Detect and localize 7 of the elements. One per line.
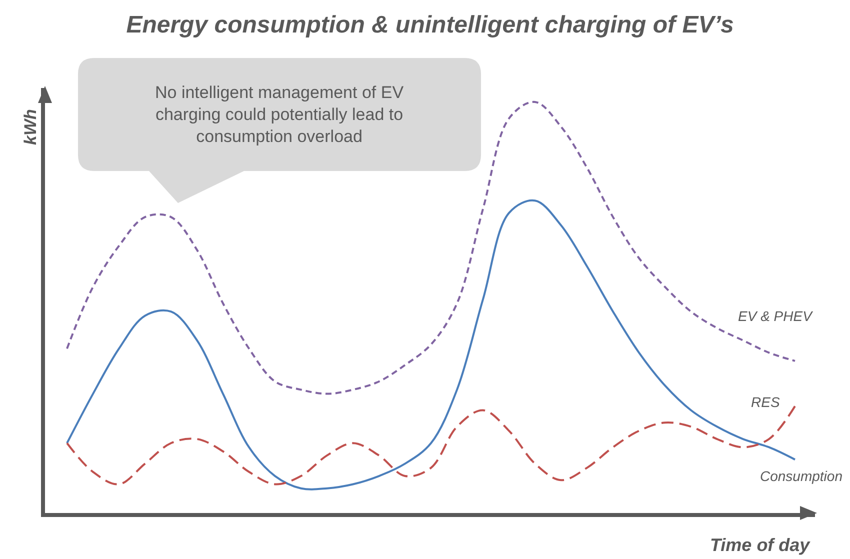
series-label: EV & PHEV — [738, 308, 814, 324]
x-axis-title: Time of day — [710, 535, 811, 555]
series-label: RES — [751, 394, 780, 410]
series-label: Consumption — [760, 468, 843, 484]
chart-title: Energy consumption & unintelligent charging of EV’s — [126, 11, 734, 38]
y-axis-title: kWh — [21, 109, 40, 145]
annotation: No intelligent management of EV charging could potentially lead to consumption overload — [155, 83, 404, 146]
